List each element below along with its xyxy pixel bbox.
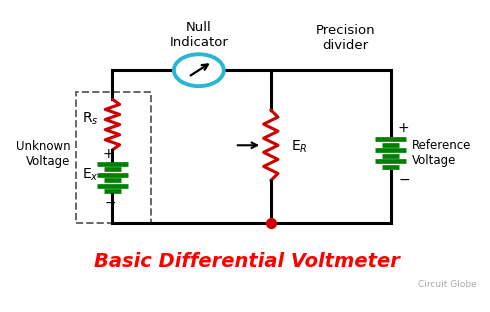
Text: Reference
Voltage: Reference Voltage (413, 139, 472, 167)
Circle shape (174, 54, 224, 86)
Text: R$_s$: R$_s$ (82, 110, 99, 127)
Text: $-$: $-$ (398, 172, 410, 186)
Text: Null
Indicator: Null Indicator (170, 21, 228, 49)
Text: E$_R$: E$_R$ (291, 139, 308, 155)
Text: Unknown
Voltage: Unknown Voltage (16, 140, 71, 168)
Text: Circuit Globe: Circuit Globe (418, 280, 477, 289)
Text: $-$: $-$ (104, 195, 116, 209)
Text: Basic Differential Voltmeter: Basic Differential Voltmeter (94, 252, 400, 271)
Text: E$_x$: E$_x$ (82, 166, 99, 183)
Text: +: + (103, 147, 115, 161)
Text: +: + (398, 121, 410, 135)
Text: Precision
divider: Precision divider (316, 24, 375, 52)
